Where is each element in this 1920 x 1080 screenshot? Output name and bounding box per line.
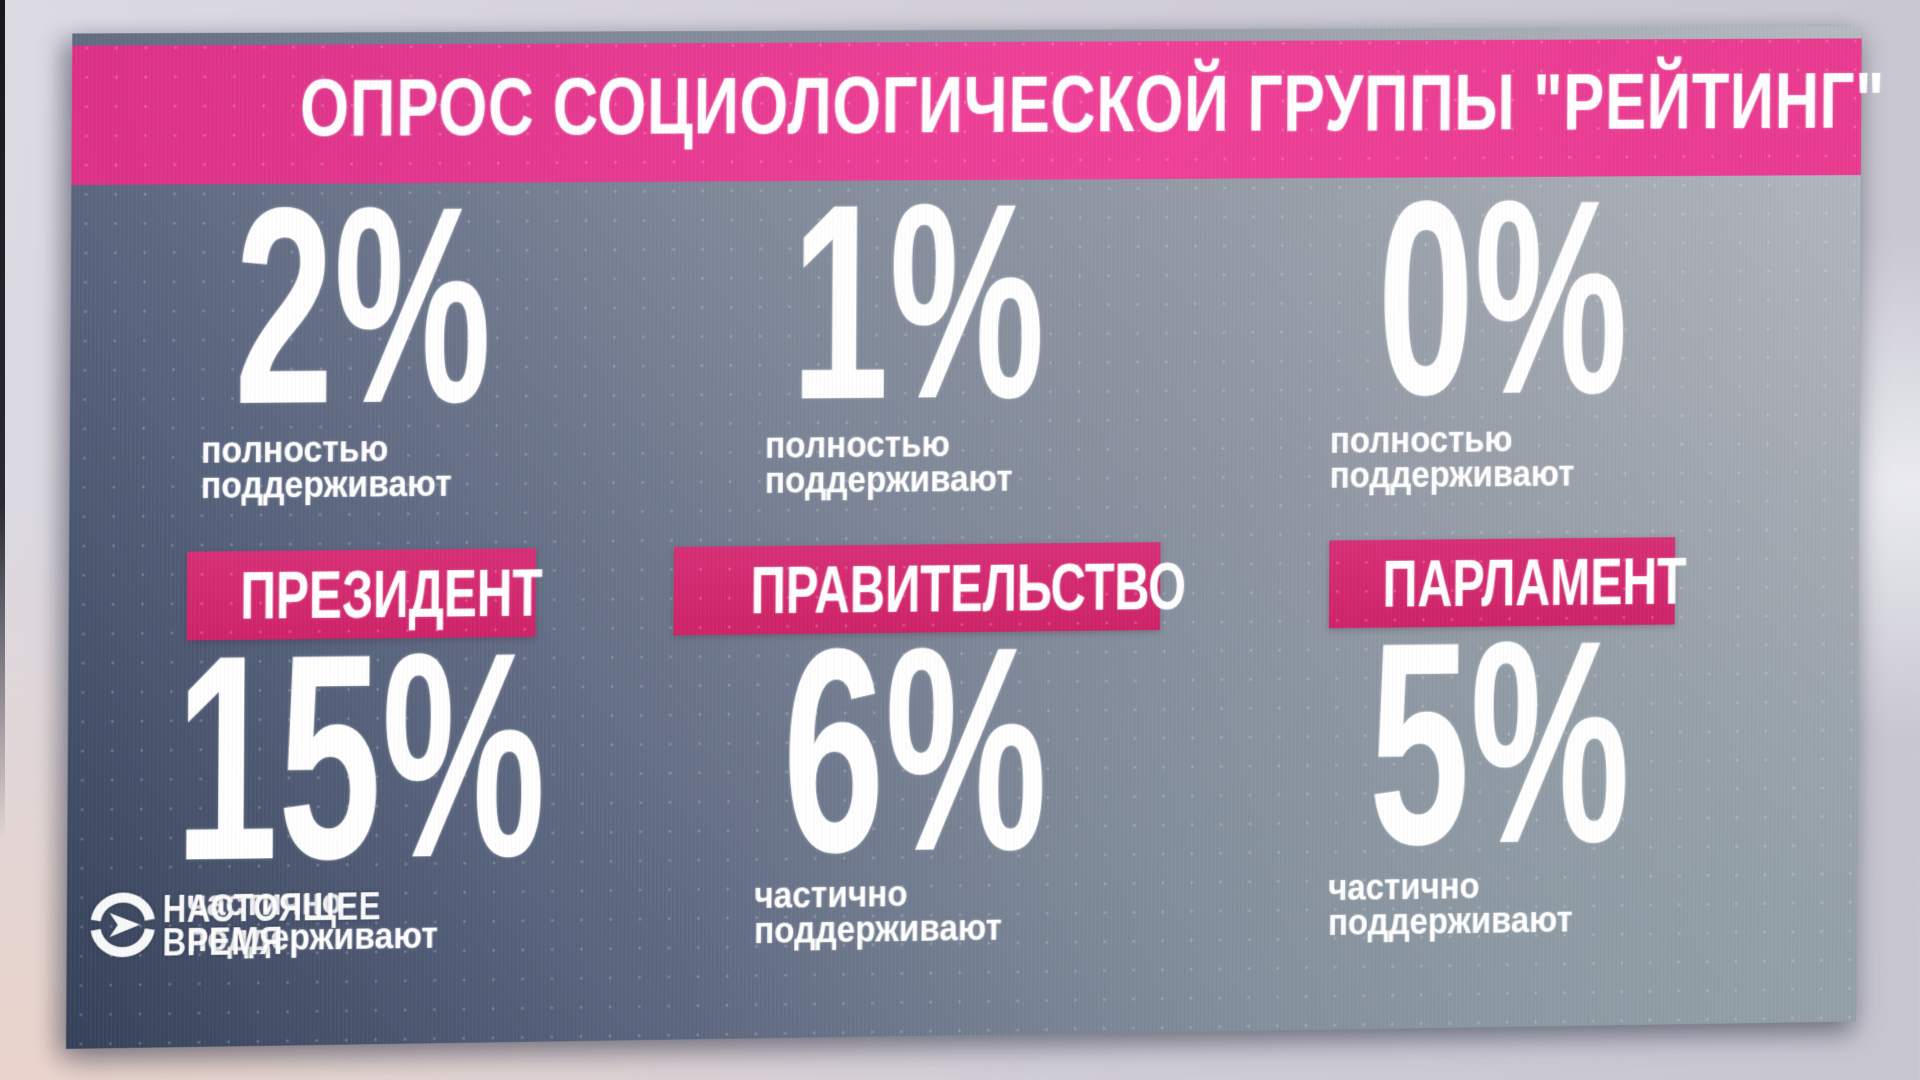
partial-support-value: 15%	[55, 607, 665, 906]
column-government: 1% полностью поддерживают ПРАВИТЕЛЬСТВО …	[613, 29, 1220, 1041]
partial-support-label: частично поддерживают	[1328, 867, 1573, 940]
full-support-value: 1%	[616, 161, 1218, 443]
full-support-label: полностью поддерживают	[201, 430, 452, 503]
column-parliament: 0% полностью поддерживают ПАРЛАМЕНТ 5% ч…	[1201, 27, 1800, 1032]
full-support-label: полностью поддерживают	[1330, 421, 1575, 493]
play-circle-icon	[89, 891, 157, 964]
partial-support-label: частично поддерживают	[754, 875, 1002, 949]
partial-support-value: 6%	[613, 601, 1215, 898]
infographic-panel: ОПРОС СОЦИОЛОГИЧЕСКОЙ ГРУППЫ "РЕЙТИНГ" 2…	[66, 27, 1862, 1049]
full-support-label: полностью поддерживают	[765, 426, 1013, 498]
channel-logo: НАСТОЯЩЕЕ ВРЕМЯ	[89, 888, 420, 964]
channel-logo-text: НАСТОЯЩЕЕ ВРЕМЯ	[162, 891, 381, 961]
full-support-value: 2%	[57, 164, 667, 448]
frame-edge-shadow	[0, 0, 5, 840]
full-support-value: 0%	[1205, 158, 1799, 438]
partial-support-value: 5%	[1202, 595, 1796, 890]
